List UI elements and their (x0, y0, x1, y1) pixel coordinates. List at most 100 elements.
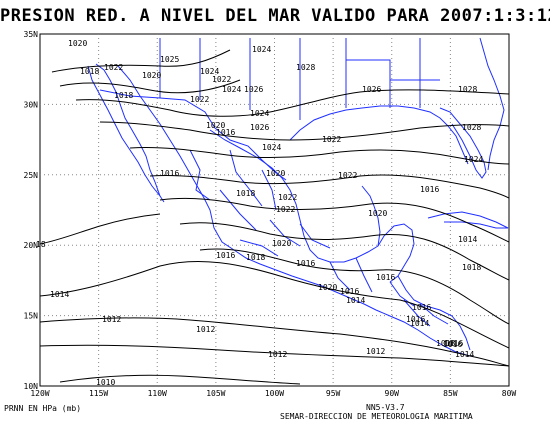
isobar-label: 1016 (340, 287, 359, 296)
isobar (51, 49, 231, 73)
baja-california-coast (87, 63, 165, 203)
isobar-label: 1018 (114, 91, 133, 100)
axis-tick-labels: 120W 115W 110W 105W 100W 95W 90W 85W 80W 35N 30N 25… (24, 30, 517, 398)
isobar-label: 1016 (443, 340, 462, 349)
isobar-label: 1012 (102, 315, 121, 324)
isobar (39, 213, 161, 245)
lon-tick-label: 85W (443, 389, 458, 398)
us-gulf-coast (289, 105, 469, 165)
isobar-label: 1014 (410, 319, 429, 328)
isobar (159, 197, 510, 243)
isobar-label: 1022 (322, 135, 341, 144)
agency-label: SEMAR-DIRECCION DE METEOROLOGIA MARITIMA (280, 412, 473, 421)
isobar (39, 260, 510, 349)
isobar-label: 1020 (142, 71, 161, 80)
isobar-label: 1012 (196, 325, 215, 334)
isobar-label: 1026 (362, 85, 381, 94)
isobar-label: 1014 (458, 235, 477, 244)
isobar (59, 79, 241, 94)
isobar-label: 1016 (406, 315, 425, 324)
lat-tick-label: 35N (24, 30, 39, 39)
isobar-label: 1018 (80, 67, 99, 76)
isobar-label: 1016 (216, 128, 235, 137)
isobar (199, 248, 510, 325)
lat-tick-label: 10N (24, 382, 39, 391)
isobar-label: 1018 (462, 263, 481, 272)
isobar-label: 1012 (366, 347, 385, 356)
model-label: NN5-V3.7 (366, 403, 405, 412)
isobar-label: 1012 (268, 350, 287, 359)
lon-tick-label: 90W (385, 389, 400, 398)
lon-tick-label: 100W (265, 389, 284, 398)
lon-tick-label: 120W (30, 389, 49, 398)
isobar-label: 1018 (246, 253, 265, 262)
florida-coast (439, 107, 487, 179)
isobar (179, 222, 510, 281)
isobar-label: 1028 (296, 63, 315, 72)
isobar-label: 1024 (464, 155, 483, 164)
isobar-label: 1024 (250, 109, 269, 118)
cuba-coast (427, 211, 509, 229)
isobar-label: 1020 (266, 169, 285, 178)
map-title: PRESION RED. A NIVEL DEL MAR VALIDO PARA… (0, 6, 550, 26)
isobar-label: 1014 (50, 290, 69, 299)
isobar-label: 1022 (278, 193, 297, 202)
isobar-label: 1020 (368, 209, 387, 218)
isobar-label: 1014 (455, 350, 474, 359)
isobar (39, 317, 510, 367)
isobar-label: 1016 (160, 169, 179, 178)
isobar-label: 1016 (376, 273, 395, 282)
isobar-label: 1020 (318, 283, 337, 292)
lon-tick-label: 95W (326, 389, 341, 398)
isobar-label: 1024 (252, 45, 271, 54)
units-label: PRNN EN HPa (mb) (4, 404, 82, 413)
isobar-label: 1016 (216, 251, 235, 260)
lat-tick-label: 15N (24, 312, 39, 321)
isobar-label: 1024 (262, 143, 281, 152)
lon-tick-label: 110W (148, 389, 167, 398)
isobar (59, 374, 301, 385)
isobars (39, 49, 510, 385)
isobar (129, 146, 510, 165)
isobar-label: 1022 (212, 75, 231, 84)
isobar-label: 1026 (244, 85, 263, 94)
isobar-label: 1020 (68, 39, 87, 48)
isobar-label: 1028 (462, 123, 481, 132)
isobar-label: 1016 (296, 259, 315, 268)
isobar-label: 1025 (160, 55, 179, 64)
mexico-pacific-coast (117, 65, 471, 357)
isobar (149, 174, 510, 199)
lon-tick-label: 105W (206, 389, 225, 398)
isobar (75, 89, 510, 117)
isobar-label: 18 (36, 240, 46, 249)
atlantic-coast (479, 37, 505, 171)
isobar-label: 1018 (436, 339, 455, 348)
coastlines (87, 37, 509, 357)
interior-borders (159, 38, 440, 120)
gulf-coast (209, 129, 381, 263)
isobar-label: 1020 (272, 239, 291, 248)
isobar (39, 344, 510, 367)
isobar-label: 1014 (346, 296, 365, 305)
isobar-label: 1028 (458, 85, 477, 94)
lat-tick-label: 20N (24, 241, 39, 250)
isobar (99, 121, 510, 141)
isobar-label: 1020 (206, 121, 225, 130)
isobar-label: 1010 (96, 378, 115, 387)
lon-tick-label: 115W (89, 389, 108, 398)
isobar-label: 1016 (420, 185, 439, 194)
isobar-label: 1022 (104, 63, 123, 72)
isobar-label: 1022 (190, 95, 209, 104)
lat-tick-label: 25N (24, 171, 39, 180)
lat-tick-label: 30N (24, 100, 39, 109)
isobar-label: 1016 (444, 339, 463, 348)
lon-tick-label: 80W (502, 389, 517, 398)
isobar-label: 1024 (200, 67, 219, 76)
isobar-label: 1024 (222, 85, 241, 94)
central-america-coast (397, 275, 471, 351)
isobar-label: 1018 (236, 189, 255, 198)
isobar-label: 1022 (338, 171, 357, 180)
isobar-label: 1026 (250, 123, 269, 132)
